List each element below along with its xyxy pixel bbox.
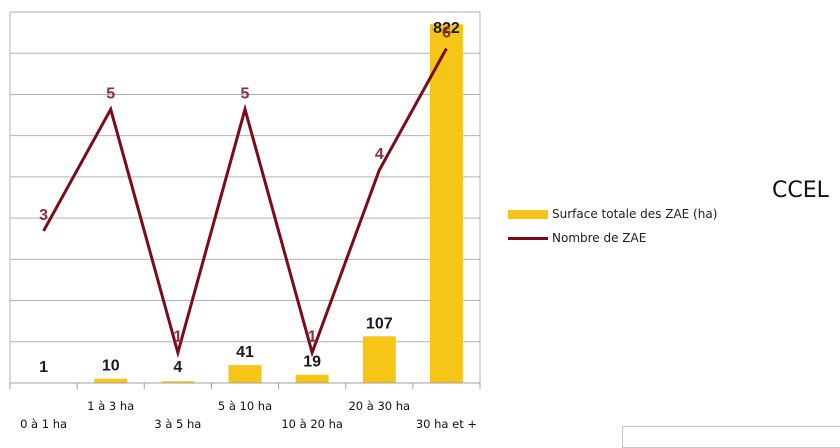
nombre-line-series: [42, 47, 448, 359]
legend-label-surface: Surface totale des ZAE (ha): [552, 207, 718, 221]
legend-label-nombre: Nombre de ZAE: [552, 231, 647, 245]
bar-value-label-30-ha-et: 822: [433, 20, 460, 37]
x-tick-label-1-3-ha: 1 à 3 ha: [87, 399, 134, 413]
zae-chart: 0 à 1 ha 1 à 3 ha 3 à 5 ha 5 à 10 ha 10 à 20…: [9, 11, 481, 431]
line-value-label-3-5-ha: 1: [173, 329, 182, 346]
legend-bar-swatch: [508, 209, 548, 219]
line-value-label-1-3-ha: 5: [106, 85, 115, 102]
x-axis: [9, 382, 481, 389]
bar-20-30-ha: [362, 336, 396, 383]
bar-value-label-3-5-ha: 4: [173, 359, 182, 376]
chart-legend: Surface totale des ZAE (ha) Nombre de ZA…: [508, 202, 717, 250]
x-tick-label-3-5-ha: 3 à 5 ha: [154, 417, 201, 431]
line-value-label-0-1-ha: 3: [39, 207, 48, 224]
bar-30-ha-et: [429, 24, 463, 383]
bar-10-20-ha: [295, 374, 329, 383]
nombre-line-path: [42, 47, 448, 359]
bar-value-label-1-3-ha: 10: [102, 358, 120, 375]
x-tick-labels: 0 à 1 ha 1 à 3 ha 3 à 5 ha 5 à 10 ha 10 à 20…: [20, 399, 477, 431]
x-tick-label-5-10-ha: 5 à 10 ha: [218, 399, 272, 413]
bar-value-label-10-20-ha: 19: [303, 354, 321, 371]
line-value-label-20-30-ha: 4: [375, 146, 384, 163]
x-tick-label-20-30-ha: 20 à 30 ha: [348, 399, 410, 413]
x-tick-label-30-ha-et: 30 ha et +: [416, 417, 477, 431]
line-value-label-5-10-ha: 5: [241, 85, 250, 102]
bottom-panel: [622, 426, 840, 448]
side-label: CCEL: [772, 178, 829, 203]
legend-item-nombre: Nombre de ZAE: [508, 226, 717, 250]
legend-line-swatch: [508, 236, 548, 240]
line-value-label-30-ha-et: 6: [442, 24, 451, 41]
x-tick-label-0-1-ha: 0 à 1 ha: [20, 417, 67, 431]
line-data-labels: 3 5 1 5 1 4 6: [39, 24, 451, 345]
bar-value-label-0-1-ha: 1: [39, 359, 48, 376]
bar-1-3-ha: [94, 378, 128, 383]
bar-value-label-20-30-ha: 107: [366, 315, 393, 332]
x-tick-label-10-20-ha: 10 à 20 ha: [281, 417, 343, 431]
chart-gridlines: [9, 11, 481, 384]
bar-3-5-ha: [161, 381, 195, 383]
line-value-label-10-20-ha: 1: [308, 329, 317, 346]
bar-value-label-5-10-ha: 41: [236, 344, 254, 361]
legend-item-surface: Surface totale des ZAE (ha): [508, 202, 717, 226]
surface-bars: [27, 24, 463, 384]
bar-5-10-ha: [228, 365, 262, 383]
